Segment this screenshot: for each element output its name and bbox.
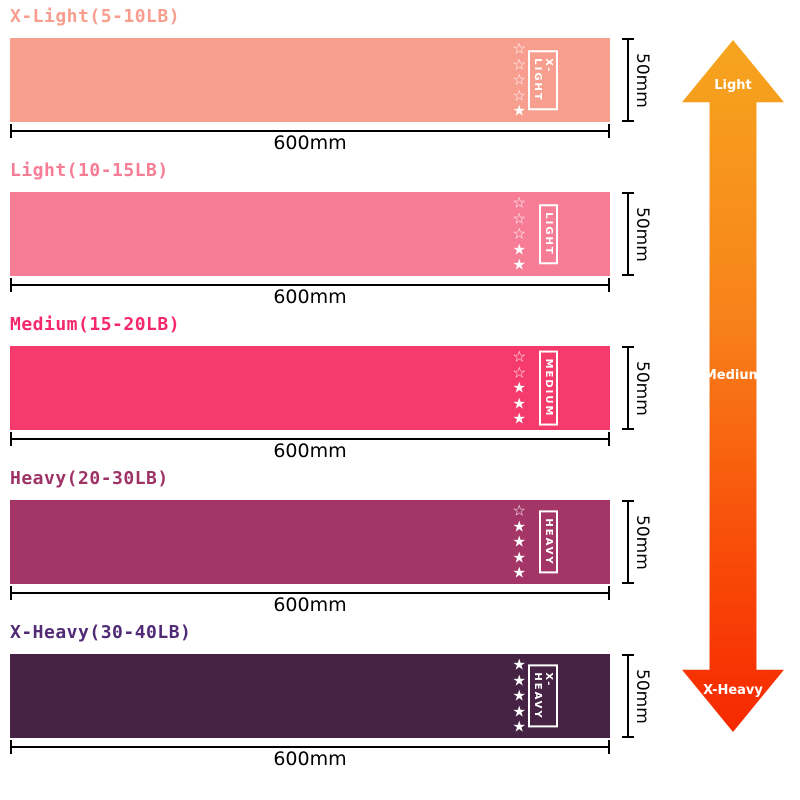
band-name-tag: MEDIUM — [539, 350, 558, 426]
length-dimension-line — [10, 740, 610, 754]
band-title: Heavy(20-30LB) — [10, 468, 169, 489]
band-block-medium: Medium(15-20LB) ☆ ☆ ★ ★ ★ MEDIUM 50mm 600mm — [10, 314, 660, 464]
width-label: 50mm — [632, 52, 652, 108]
star-rating: ☆ ☆ ★ ★ ★ — [513, 349, 526, 427]
star-filled-icon: ★ — [512, 532, 526, 551]
length-dimension-line — [10, 586, 610, 600]
width-dimension: 50mm — [620, 500, 652, 584]
resistance-arrow: Light Medium X-Heavy — [682, 40, 784, 732]
length-label: 600mm — [273, 132, 347, 154]
band-strip: ★ ★ ★ ★ ★ X-HEAVY — [10, 654, 610, 738]
star-outline-icon: ☆ — [512, 70, 526, 89]
band-block-heavy: Heavy(20-30LB) ☆ ★ ★ ★ ★ HEAVY 50mm 600mm — [10, 468, 660, 618]
width-dimension: 50mm — [620, 38, 652, 122]
length-dimension-line — [10, 432, 610, 446]
star-filled-icon: ★ — [512, 563, 526, 582]
star-filled-icon: ★ — [512, 255, 526, 274]
width-dimension-line — [622, 38, 634, 122]
width-dimension-line — [622, 654, 634, 738]
length-dimension: 600mm — [10, 584, 610, 618]
arrow-label-light: Light — [714, 78, 752, 93]
band-name-tag: X-HEAVY — [528, 664, 558, 728]
arrow-label-medium: Medium — [703, 368, 763, 383]
length-label: 600mm — [273, 286, 347, 308]
star-filled-icon: ★ — [512, 686, 526, 705]
band-block-xheavy: X-Heavy(30-40LB) ★ ★ ★ ★ ★ X-HEAVY 50mm 600m… — [10, 622, 660, 772]
length-dimension: 600mm — [10, 738, 610, 772]
band-strip: ☆ ☆ ☆ ★ ★ LIGHT — [10, 192, 610, 276]
star-filled-icon: ★ — [512, 378, 526, 397]
star-filled-icon: ★ — [512, 701, 526, 720]
length-dimension-line — [10, 124, 610, 138]
length-dimension: 600mm — [10, 122, 610, 156]
star-filled-icon: ★ — [512, 670, 526, 689]
bands-column: X-Light(5-10LB) ☆ ☆ ☆ ☆ ★ X-LIGHT 50mm 600mm… — [0, 2, 660, 772]
star-outline-icon: ☆ — [512, 85, 526, 104]
band-strip: ☆ ☆ ★ ★ ★ MEDIUM — [10, 346, 610, 430]
star-filled-icon: ★ — [512, 547, 526, 566]
length-dimension: 600mm — [10, 276, 610, 310]
length-label: 600mm — [273, 748, 347, 770]
star-filled-icon: ★ — [512, 516, 526, 535]
width-dimension-line — [622, 346, 634, 430]
star-filled-icon: ★ — [512, 717, 526, 736]
star-filled-icon: ★ — [512, 655, 526, 674]
star-rating: ☆ ☆ ☆ ★ ★ — [513, 195, 526, 273]
length-label: 600mm — [273, 594, 347, 616]
band-title: X-Heavy(30-40LB) — [10, 622, 192, 643]
width-dimension-line — [622, 192, 634, 276]
star-outline-icon: ☆ — [512, 362, 526, 381]
star-outline-icon: ☆ — [512, 224, 526, 243]
star-outline-icon: ☆ — [512, 54, 526, 73]
band-title: Medium(15-20LB) — [10, 314, 181, 335]
band-block-light: Light(10-15LB) ☆ ☆ ☆ ★ ★ LIGHT 50mm 600mm — [10, 160, 660, 310]
width-label: 50mm — [632, 206, 652, 262]
band-strip: ☆ ☆ ☆ ☆ ★ X-LIGHT — [10, 38, 610, 122]
band-name-tag: LIGHT — [539, 204, 558, 264]
band-title: X-Light(5-10LB) — [10, 6, 181, 27]
star-rating: ★ ★ ★ ★ ★ — [513, 657, 526, 735]
length-dimension: 600mm — [10, 430, 610, 464]
star-rating: ☆ ☆ ☆ ☆ ★ — [513, 41, 526, 119]
band-title: Light(10-15LB) — [10, 160, 169, 181]
band-name-tag: X-LIGHT — [528, 50, 558, 110]
width-label: 50mm — [632, 514, 652, 570]
star-outline-icon: ☆ — [512, 501, 526, 520]
star-rating: ☆ ★ ★ ★ ★ — [513, 503, 526, 581]
star-outline-icon: ☆ — [512, 193, 526, 212]
length-dimension-line — [10, 278, 610, 292]
width-label: 50mm — [632, 668, 652, 724]
width-label: 50mm — [632, 360, 652, 416]
band-name-tag: HEAVY — [539, 510, 558, 574]
width-dimension: 50mm — [620, 192, 652, 276]
star-outline-icon: ☆ — [512, 39, 526, 58]
star-filled-icon: ★ — [512, 239, 526, 258]
width-dimension: 50mm — [620, 346, 652, 430]
length-label: 600mm — [273, 440, 347, 462]
arrow-shape — [682, 40, 784, 732]
arrow-label-xheavy: X-Heavy — [703, 683, 763, 698]
width-dimension-line — [622, 500, 634, 584]
band-block-xlight: X-Light(5-10LB) ☆ ☆ ☆ ☆ ★ X-LIGHT 50mm 600mm — [10, 6, 660, 156]
star-filled-icon: ★ — [512, 409, 526, 428]
star-outline-icon: ☆ — [512, 208, 526, 227]
star-filled-icon: ★ — [512, 393, 526, 412]
band-strip: ☆ ★ ★ ★ ★ HEAVY — [10, 500, 610, 584]
width-dimension: 50mm — [620, 654, 652, 738]
star-filled-icon: ★ — [512, 101, 526, 120]
star-outline-icon: ☆ — [512, 347, 526, 366]
